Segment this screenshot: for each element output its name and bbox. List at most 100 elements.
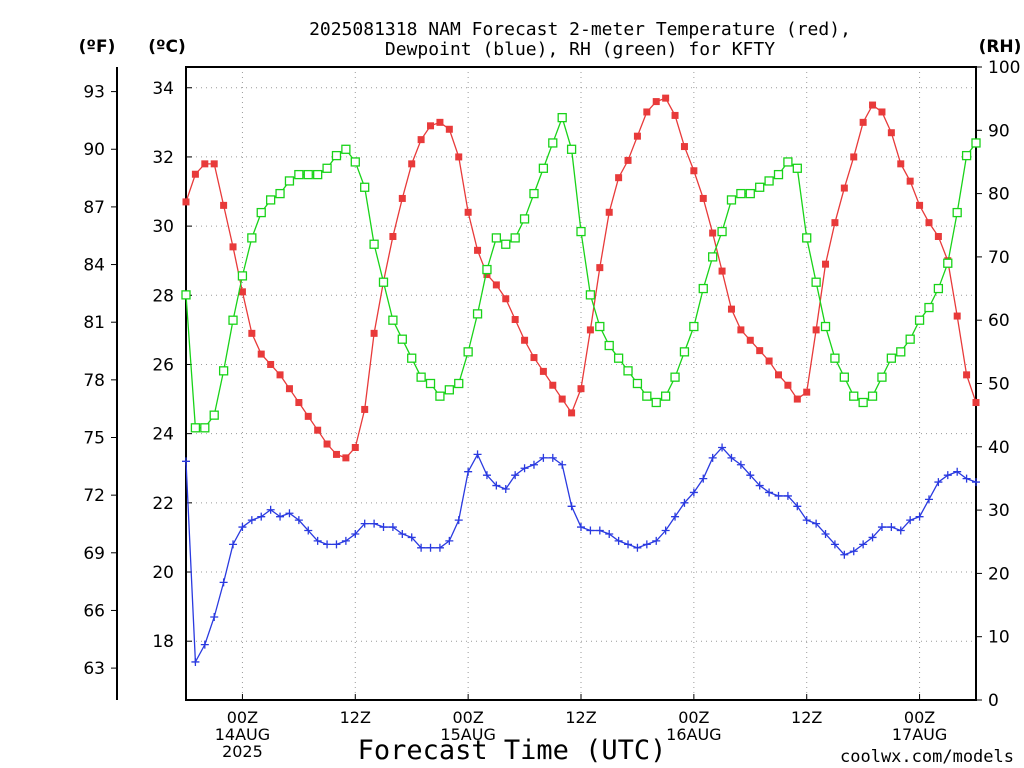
dewpoint-point (624, 540, 633, 549)
temperature-point (822, 260, 830, 268)
rh-tick-label: 10 (988, 628, 1010, 648)
dewpoint-point (689, 488, 698, 497)
rh-point (322, 163, 332, 173)
rh-point (905, 334, 915, 344)
dewpoint-point (765, 488, 774, 497)
rh-point (971, 138, 981, 148)
rh-point (886, 353, 897, 363)
temperature-point (699, 194, 707, 202)
rh-point (839, 372, 849, 382)
temperature-point (746, 336, 754, 344)
dewpoint-point (595, 526, 604, 535)
temperature-point (248, 329, 256, 337)
dewpoint-point (577, 523, 585, 532)
rh-tick-label: 60 (988, 311, 1010, 331)
dewpoint-point (388, 523, 397, 532)
dewpoint-point (877, 523, 886, 532)
dewpoint-point (398, 529, 407, 538)
rh-point (952, 207, 962, 218)
x-tick-label: 12Z (791, 708, 822, 727)
rh-point (425, 378, 436, 389)
axes: 18 20 22 24 26 28 30 32 34 63 66 69 72 75 78 81 84 87 90 93… (83, 58, 1020, 711)
rh-point (472, 309, 483, 319)
dewpoint-point (360, 519, 369, 528)
temperature-point (586, 326, 594, 334)
dewpoint-point (266, 505, 275, 514)
dewpoint-point (501, 485, 510, 493)
dewpoint-point (294, 516, 303, 525)
rh-point (708, 252, 718, 262)
celsius-tick-label: 32 (152, 148, 174, 168)
rh-point (849, 391, 859, 401)
temperature-point (737, 326, 745, 334)
rh-point (557, 112, 567, 123)
rh-point (501, 239, 511, 249)
dewpoint-point (445, 536, 454, 545)
temperature-point (361, 405, 369, 413)
rh-point (736, 188, 746, 199)
temperature-point (840, 184, 848, 192)
temperature-point (558, 395, 566, 403)
dewpoint-point (341, 536, 350, 545)
rh-point (463, 347, 473, 357)
x-tick-label: 00Z (227, 708, 258, 727)
temperature-point (191, 170, 199, 178)
dewpoint-point (671, 512, 680, 521)
dewpoint-point (511, 471, 520, 480)
rh-point (435, 391, 445, 401)
rh-point (294, 169, 304, 180)
dewpoint-point (605, 529, 614, 538)
temperature-point (671, 111, 679, 119)
temperature-point (925, 219, 933, 227)
dewpoint-point (454, 516, 463, 525)
rh-tick-label: 30 (988, 501, 1010, 521)
dewpoint-point (755, 481, 764, 490)
grid-lines (186, 67, 976, 700)
rh-point (896, 347, 906, 357)
fahrenheit-tick-label: 81 (83, 313, 105, 333)
rh-tick-label: 100 (988, 58, 1020, 78)
x-tick-label: 12Z (340, 708, 371, 727)
rh-point (585, 290, 596, 300)
temperature-point (417, 136, 425, 144)
dewpoint-point (652, 536, 661, 545)
dewpoint-point (313, 536, 322, 545)
rh-point (867, 391, 878, 401)
rh-point (764, 176, 774, 186)
rh-point (491, 233, 502, 243)
temperature-point (351, 443, 359, 451)
temperature-point (285, 385, 293, 393)
series-dewpoint (182, 443, 980, 666)
dewpoint-point (417, 543, 426, 552)
x-tick-label: 00Z (678, 708, 709, 727)
rh-point (924, 302, 934, 313)
temperature-point (408, 160, 416, 168)
temperature-point (765, 357, 773, 365)
dewpoint-point (492, 481, 501, 490)
rh-point (444, 385, 454, 395)
dewpoint-point (821, 529, 830, 538)
dewpoint-point (191, 657, 200, 666)
x-tick-label: 00Z (904, 708, 935, 727)
dewpoint-point (962, 474, 971, 483)
rh-point (237, 271, 248, 281)
dewpoint-point (407, 533, 416, 542)
dewpoint-point (793, 502, 802, 511)
temperature-point (624, 156, 632, 164)
temperature-point (615, 174, 623, 182)
rh-point (482, 264, 492, 275)
temperature-point (643, 108, 651, 116)
temperature-point (304, 412, 312, 420)
dewpoint-point (868, 533, 877, 542)
dewpoint-point (887, 523, 896, 532)
temperature-point (436, 118, 444, 126)
rh-point (877, 372, 887, 382)
rh-point (642, 391, 652, 401)
temperature-point (210, 160, 218, 168)
temperature-point (878, 108, 886, 116)
rh-point (256, 207, 266, 218)
dewpoint-point (802, 516, 811, 525)
rh-point (275, 188, 285, 199)
rh-point (660, 391, 671, 401)
